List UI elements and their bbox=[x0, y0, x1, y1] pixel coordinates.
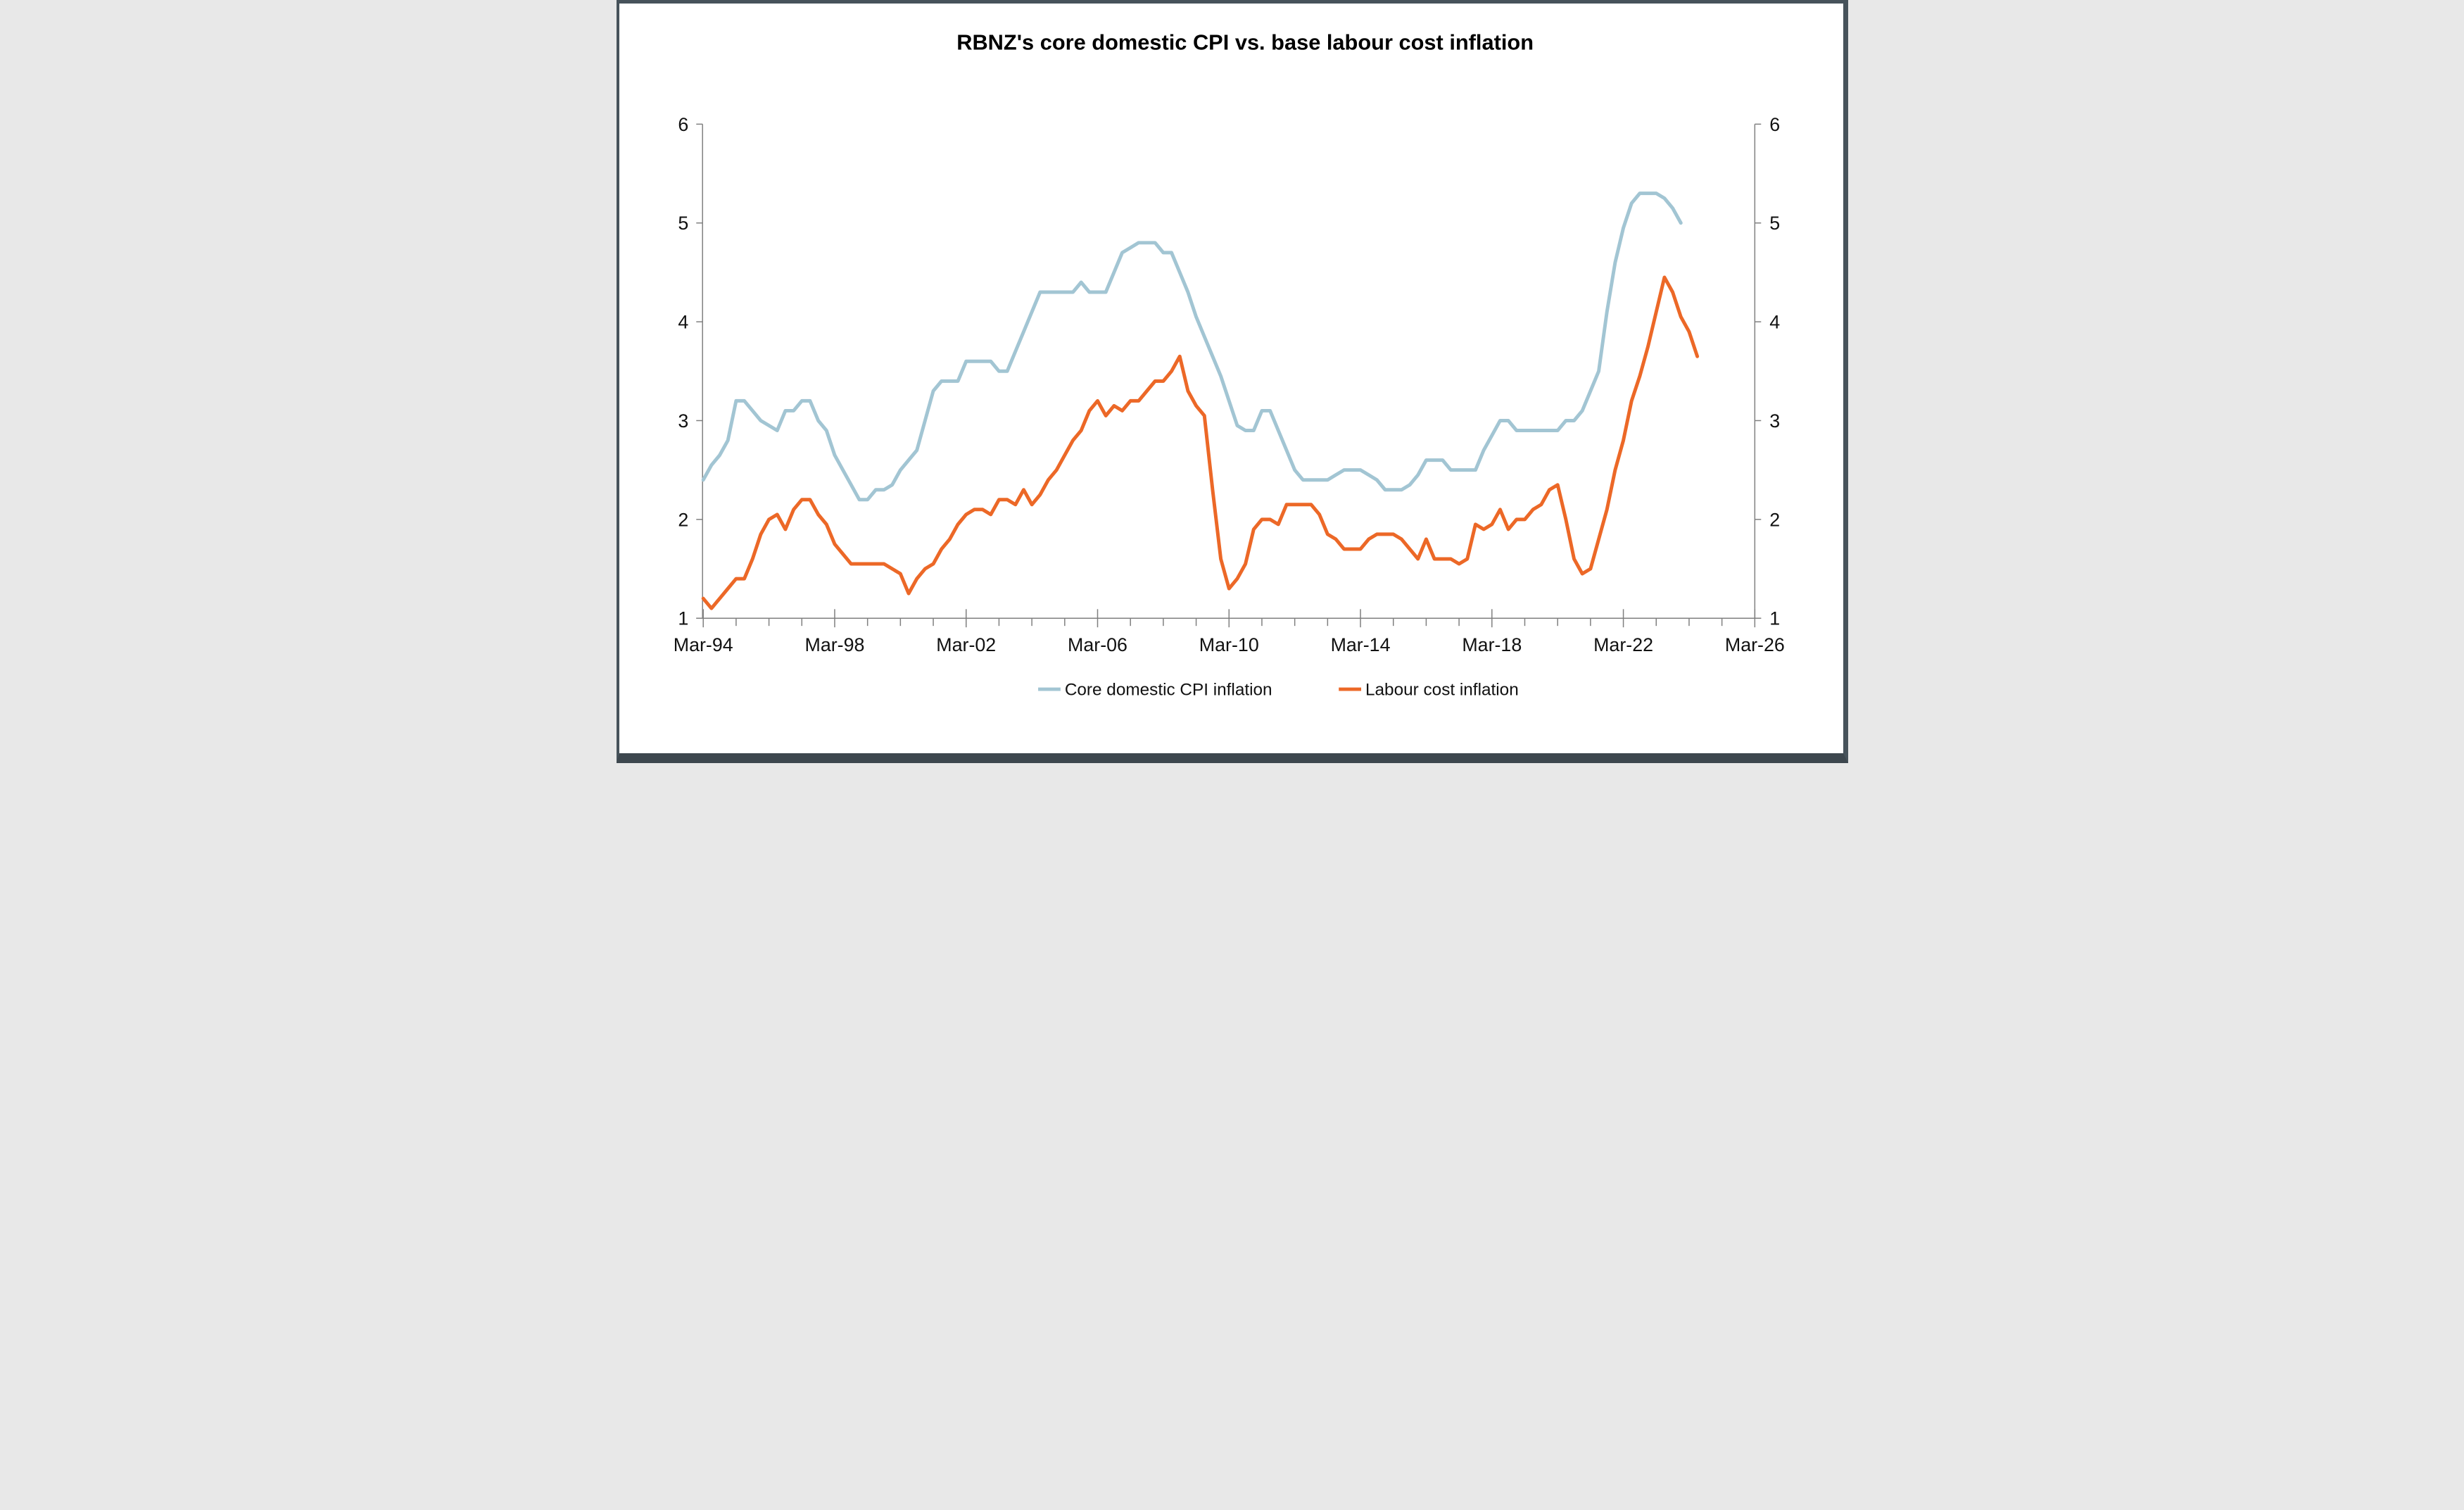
y-axis-label: 1 bbox=[678, 608, 688, 629]
chart-title: RBNZ's core domestic CPI vs. base labour… bbox=[956, 30, 1534, 55]
x-axis-ticks bbox=[702, 609, 1755, 628]
x-axis-label: Mar-18 bbox=[1462, 634, 1522, 655]
core-cpi-line bbox=[701, 191, 1683, 502]
series-lines bbox=[701, 191, 1699, 610]
x-axis-label: Mar-98 bbox=[804, 634, 864, 655]
y-axis-label: 4 bbox=[678, 312, 688, 333]
x-axis-label: Mar-10 bbox=[1199, 634, 1258, 655]
y-axis-label: 6 bbox=[678, 114, 688, 135]
y-axis-label: 3 bbox=[1769, 410, 1780, 432]
y-axis-label: 3 bbox=[678, 410, 688, 432]
y-axis-ticks bbox=[695, 123, 1761, 619]
legend: Core domestic CPI inflation Labour cost … bbox=[1037, 681, 1518, 700]
chart-frame: RBNZ's core domestic CPI vs. base labour… bbox=[616, 0, 1848, 764]
y-axis-label: 6 bbox=[1769, 114, 1780, 135]
labour-cost-line bbox=[701, 275, 1699, 610]
legend-label-core-cpi: Core domestic CPI inflation bbox=[1064, 681, 1272, 700]
y-axis-label: 2 bbox=[678, 509, 688, 530]
y-axis-labels-left: 1 2 3 4 5 6 bbox=[678, 114, 688, 629]
x-axis-label: Mar-14 bbox=[1330, 634, 1390, 655]
y-axis-labels-right: 1 2 3 4 5 6 bbox=[1769, 114, 1780, 629]
y-axis-label: 5 bbox=[678, 213, 688, 234]
y-axis-label: 1 bbox=[1769, 608, 1780, 629]
y-axis-label: 4 bbox=[1769, 312, 1780, 333]
x-axis-label: Mar-94 bbox=[673, 634, 733, 655]
line-chart: RBNZ's core domestic CPI vs. base labour… bbox=[619, 4, 1843, 754]
x-axis-label: Mar-26 bbox=[1724, 634, 1784, 655]
x-axis-label: Mar-22 bbox=[1593, 634, 1653, 655]
y-axis-label: 2 bbox=[1769, 509, 1780, 530]
x-axis-labels: Mar-94 Mar-98 Mar-02 Mar-06 Mar-10 Mar-14 Mar-… bbox=[673, 634, 1784, 655]
y-axis-label: 5 bbox=[1769, 213, 1780, 234]
x-axis-label: Mar-06 bbox=[1068, 634, 1127, 655]
x-axis-label: Mar-02 bbox=[936, 634, 996, 655]
legend-label-labour-cost: Labour cost inflation bbox=[1365, 681, 1518, 700]
